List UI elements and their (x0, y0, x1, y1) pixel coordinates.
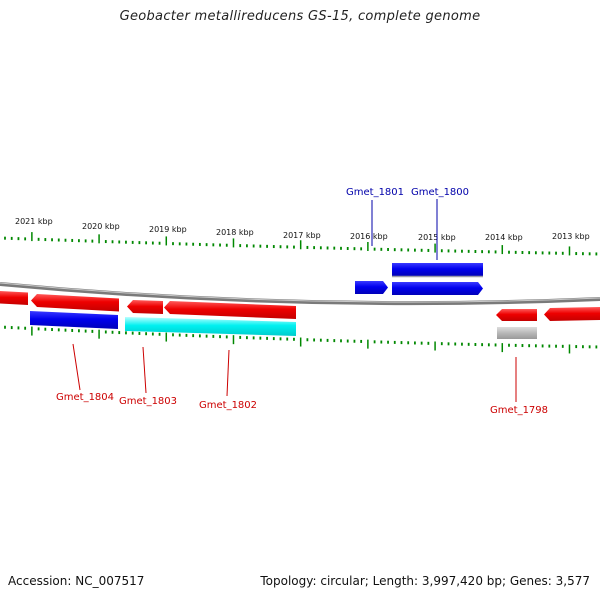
gene-leaders (72, 199, 517, 402)
gene-feature-gmet-1800[interactable] (392, 263, 483, 276)
forward-strand-scale (4, 232, 598, 256)
gene-feature-gmet-1802[interactable] (125, 317, 296, 336)
gene-gmet-1802-arrow[interactable] (164, 301, 296, 319)
scale-tick-label: 2018 kbp (216, 228, 254, 237)
gene-feature-gmet-1798[interactable] (497, 327, 537, 339)
gene-gmet-1798-arrow[interactable] (496, 309, 537, 321)
gene-right-edge[interactable] (544, 307, 600, 321)
gene-label-gmet-1804[interactable]: Gmet_1804 (56, 392, 114, 403)
scale-tick-label: 2019 kbp (149, 225, 187, 234)
gene-labels: Gmet_1801 Gmet_1800 Gmet_1804 Gmet_1803 … (56, 187, 548, 416)
genome-backbone (0, 282, 600, 306)
gene-gmet-1801[interactable] (355, 281, 388, 294)
accession-text: Accession: NC_007517 (8, 574, 145, 588)
scale-tick-label: 2016 kbp (350, 232, 388, 241)
scale-tick-label: 2017 kbp (283, 231, 321, 240)
scale-tick-label: 2014 kbp (485, 233, 523, 242)
reverse-strand-scale (4, 325, 598, 354)
scale-labels: 2021 kbp 2020 kbp 2019 kbp 2018 kbp 2017… (15, 217, 590, 242)
gene-left-edge[interactable] (0, 291, 28, 305)
gene-label-gmet-1801[interactable]: Gmet_1801 (346, 187, 404, 198)
gene-feature-gmet-1804[interactable] (30, 311, 118, 329)
gene-gmet-1800[interactable] (392, 282, 483, 295)
gene-label-gmet-1802[interactable]: Gmet_1802 (199, 400, 257, 411)
gene-label-gmet-1803[interactable]: Gmet_1803 (119, 396, 177, 407)
gene-gmet-1803-arrow[interactable] (127, 300, 163, 314)
scale-tick-label: 2021 kbp (15, 217, 53, 226)
genome-backbone-highlight (0, 282, 600, 303)
forward-genes (355, 263, 483, 295)
scale-tick-label: 2020 kbp (82, 222, 120, 231)
genome-summary-text: Topology: circular; Length: 3,997,420 bp… (260, 574, 590, 588)
genome-title: Geobacter metallireducens GS-15, complet… (119, 9, 481, 24)
reverse-genes (0, 291, 600, 339)
gene-label-gmet-1800[interactable]: Gmet_1800 (411, 187, 469, 198)
scale-tick-label: 2013 kbp (552, 232, 590, 241)
gene-label-gmet-1798[interactable]: Gmet_1798 (490, 405, 548, 416)
gene-gmet-1804-arrow[interactable] (31, 294, 119, 312)
